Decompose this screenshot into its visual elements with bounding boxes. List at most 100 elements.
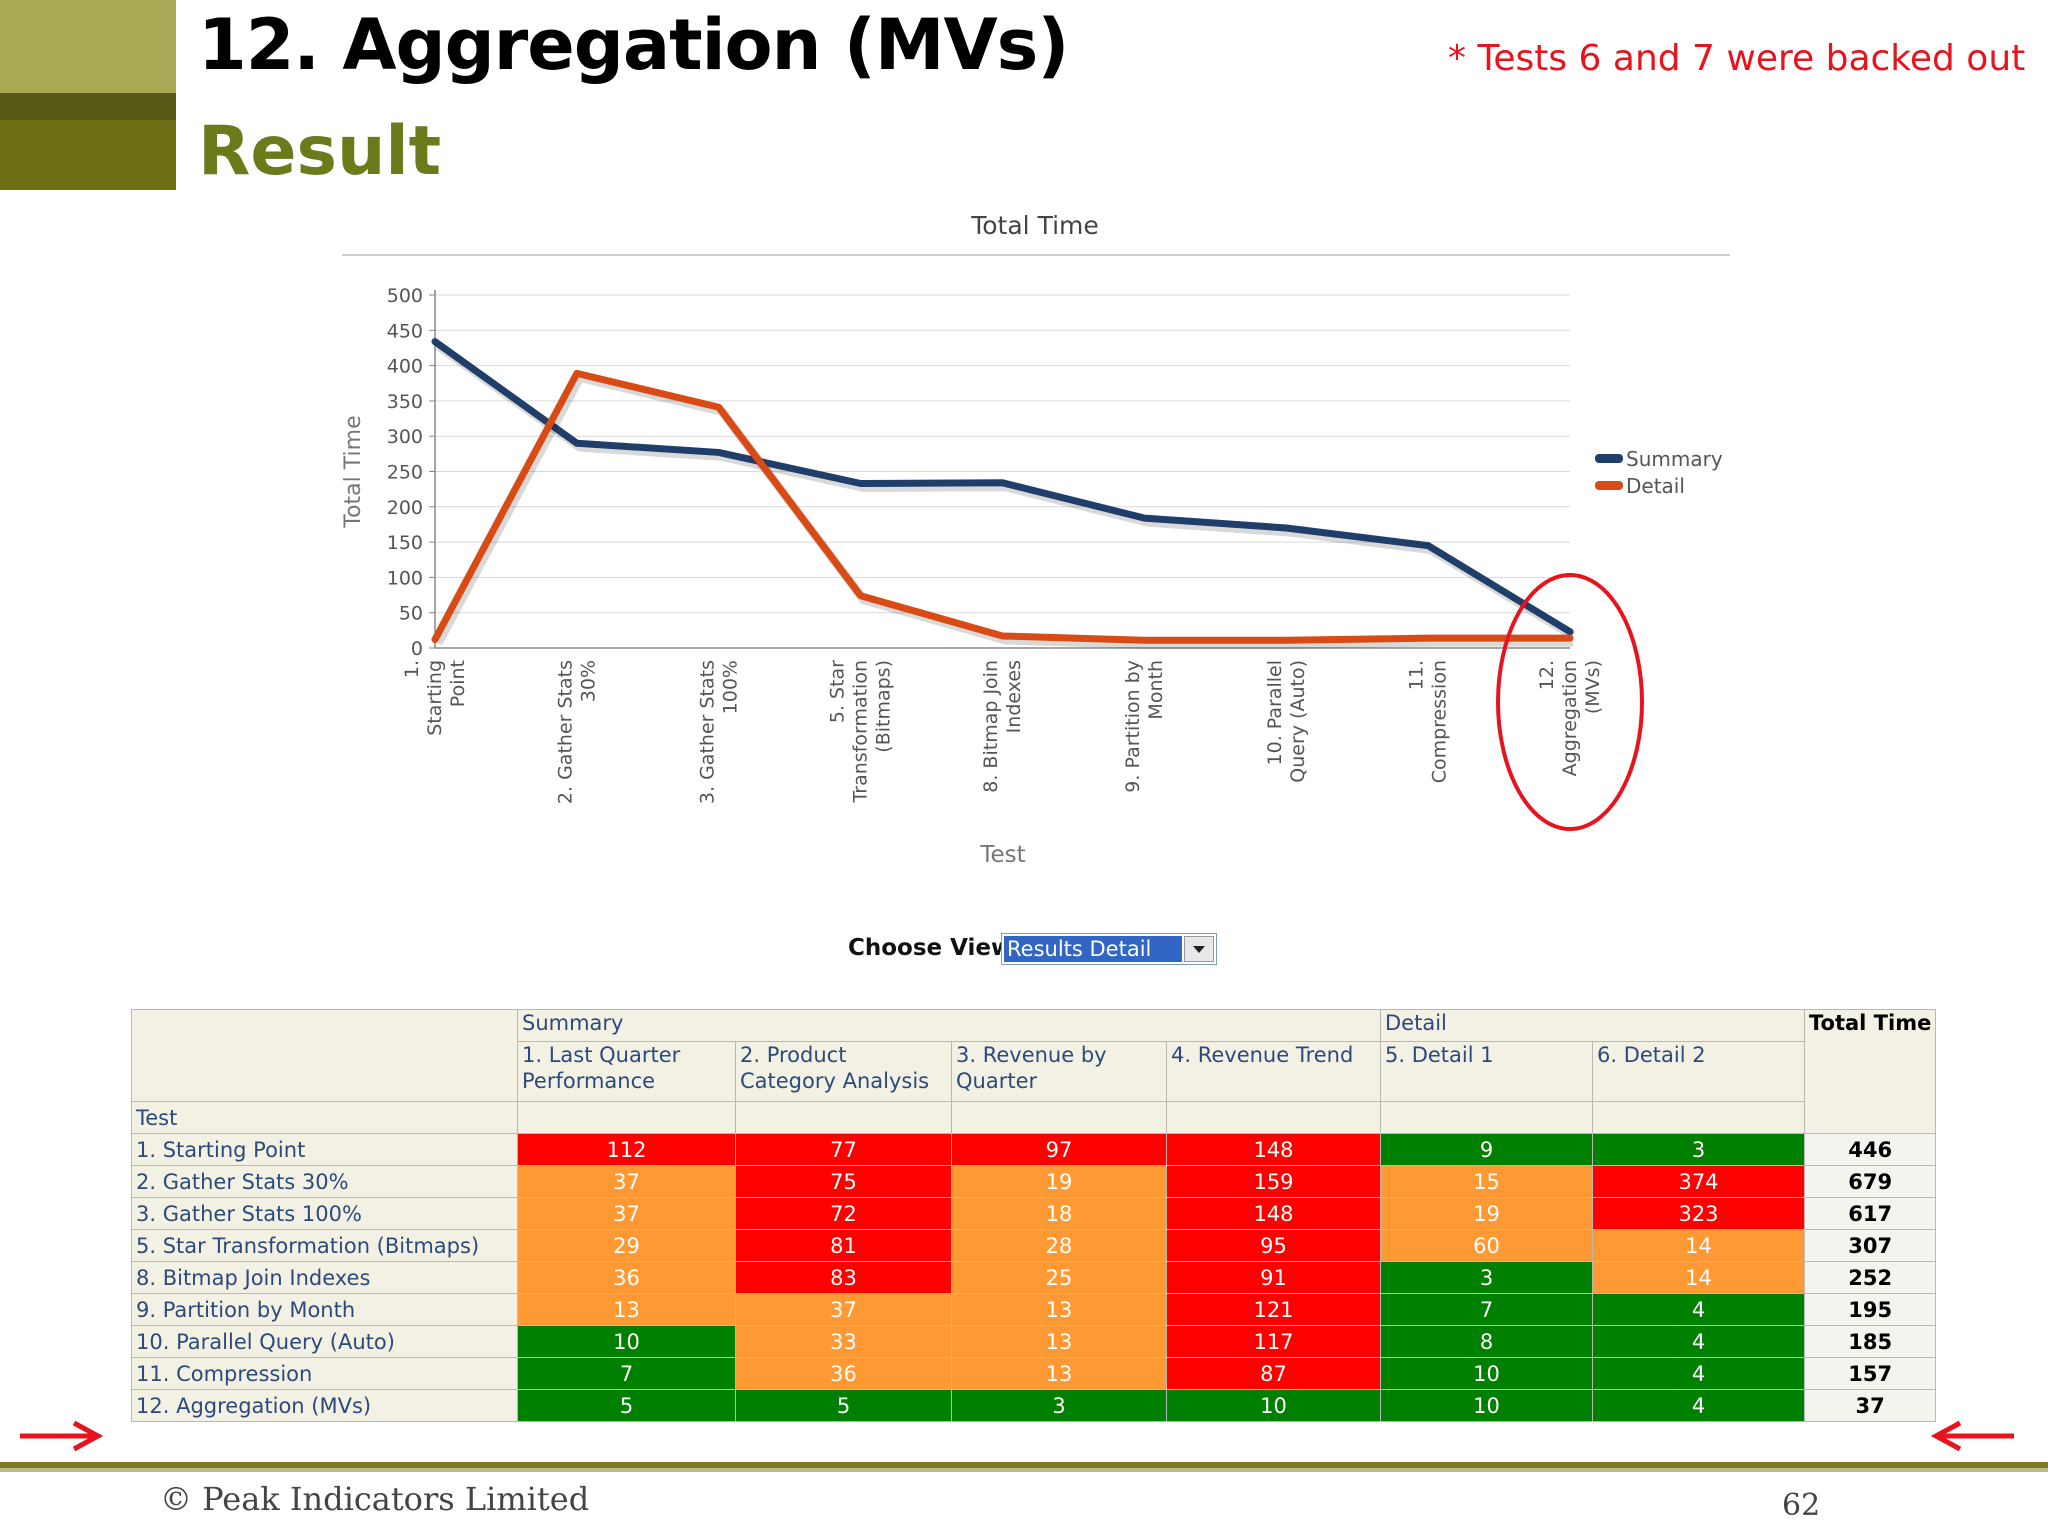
table-cell: 13 [951, 1325, 1167, 1358]
row-total: 679 [1803, 1165, 1937, 1198]
data-point [1284, 638, 1289, 643]
group-header-detail: Detail [1380, 1009, 1805, 1042]
table-cell: 13 [517, 1293, 736, 1326]
data-point [858, 481, 863, 486]
table-row: 5. Star Transformation (Bitmaps) 29 81 28 95… [131, 1229, 1937, 1262]
table-cell: 60 [1380, 1229, 1593, 1262]
row-total: 446 [1803, 1133, 1937, 1166]
x-tick-label-line: 10. Parallel [1264, 660, 1286, 765]
x-tick-label-line: (Bitmaps) [873, 660, 895, 753]
view-select-value[interactable]: Results Detail [1004, 936, 1182, 962]
blank-cell [735, 1101, 952, 1134]
table-cell: 14 [1592, 1261, 1805, 1294]
table-cell: 29 [517, 1229, 736, 1262]
slide-subtitle: Result [198, 112, 442, 191]
table-row: 8. Bitmap Join Indexes 36 83 25 91 3 14 252 [131, 1261, 1937, 1294]
blank-cell [951, 1101, 1167, 1134]
table-cell: 91 [1166, 1261, 1381, 1294]
table-cell: 13 [951, 1293, 1167, 1326]
chevron-down-icon[interactable] [1184, 936, 1214, 962]
x-tick-label-line: Transformation [850, 660, 872, 804]
table-row: 11. Compression 7 36 13 87 10 4 157 [131, 1357, 1937, 1390]
table-cell: 7 [517, 1357, 736, 1390]
legend-swatch [1595, 454, 1623, 463]
x-tick-label-line: Compression [1429, 660, 1451, 783]
table-row: 1. Starting Point 112 77 97 148 9 3 446 [131, 1133, 1937, 1166]
column-header: 2. Product Category Analysis [735, 1041, 952, 1102]
table-cell: 8 [1380, 1325, 1593, 1358]
table-cell: 4 [1592, 1389, 1805, 1422]
x-tick-label: 5. StarTransformation(Bitmaps) [827, 660, 895, 804]
y-tick-label: 200 [387, 497, 423, 519]
table-cell: 15 [1380, 1165, 1593, 1198]
column-header: 6. Detail 2 [1592, 1041, 1805, 1102]
table-cell: 10 [1380, 1389, 1593, 1422]
table-cell: 19 [951, 1165, 1167, 1198]
y-tick-label: 50 [399, 603, 423, 625]
table-corner [131, 1009, 518, 1102]
row-total: 195 [1803, 1293, 1937, 1326]
row-label: 9. Partition by Month [131, 1293, 518, 1326]
table-cell: 121 [1166, 1293, 1381, 1326]
table-row: 12. Aggregation (MVs) 5 5 3 10 10 4 37 [131, 1389, 1937, 1422]
data-point [574, 441, 579, 446]
total-time-chart: Total Time 0 50 100 150 200 250 300 350 400 450 500… [341, 211, 1730, 868]
table-row: 10. Parallel Query (Auto) 10 33 13 117 8 4 185 [131, 1325, 1937, 1358]
y-tick-label: 400 [387, 356, 423, 378]
table-row: 3. Gather Stats 100% 37 72 18 148 19 323 617 [131, 1197, 1937, 1230]
test-header: Test [131, 1101, 518, 1134]
data-point [858, 593, 863, 598]
page-number: 62 [1782, 1488, 1821, 1523]
table-row: 2. Gather Stats 30% 37 75 19 159 15 374 679 [131, 1165, 1937, 1198]
table-cell: 28 [951, 1229, 1167, 1262]
data-point [1568, 629, 1572, 634]
results-table: Summary Detail Total Time 1. Last Quarte… [131, 1009, 1937, 1422]
x-tick-label-line: 12. [1536, 660, 1558, 690]
table-cell: 95 [1166, 1229, 1381, 1262]
x-tick-label: 11.Compression [1406, 660, 1451, 783]
table-cell: 9 [1380, 1133, 1593, 1166]
y-tick-label: 100 [387, 567, 423, 589]
y-tick-label: 500 [387, 285, 423, 307]
table-cell: 83 [735, 1261, 952, 1294]
data-point [716, 405, 721, 410]
row-label: 11. Compression [131, 1357, 518, 1390]
column-header: 5. Detail 1 [1380, 1041, 1593, 1102]
choose-view-label: Choose View [848, 935, 1013, 961]
x-tick-label: 2. Gather Stats30% [554, 660, 599, 804]
table-cell: 3 [1592, 1133, 1805, 1166]
table-cell: 72 [735, 1197, 952, 1230]
x-tick-label: 10. ParallelQuery (Auto) [1264, 660, 1309, 783]
row-label: 3. Gather Stats 100% [131, 1197, 518, 1230]
y-tick-label: 450 [387, 320, 423, 342]
table-cell: 75 [735, 1165, 952, 1198]
arrow-left-icon [1930, 1420, 2014, 1452]
table-cell: 159 [1166, 1165, 1381, 1198]
x-tick-label-line: Starting [424, 660, 446, 736]
data-point [1568, 636, 1572, 641]
data-point [1142, 638, 1147, 643]
footer-copyright: © Peak Indicators Limited [160, 1480, 590, 1518]
table-cell: 25 [951, 1261, 1167, 1294]
table-cell: 19 [1380, 1197, 1593, 1230]
table-cell: 10 [1166, 1389, 1381, 1422]
corner-accent-top [0, 0, 176, 93]
table-row: 9. Partition by Month 13 37 13 121 7 4 195 [131, 1293, 1937, 1326]
table-cell: 18 [951, 1197, 1167, 1230]
row-total: 252 [1803, 1261, 1937, 1294]
series-shadow [434, 372, 1573, 649]
x-tick-label: 3. Gather Stats100% [696, 660, 741, 804]
row-total: 307 [1803, 1229, 1937, 1262]
corner-accent-band [0, 93, 176, 120]
table-cell: 14 [1592, 1229, 1805, 1262]
table-cell: 97 [951, 1133, 1167, 1166]
view-select[interactable]: Results Detail [1001, 933, 1217, 965]
row-label: 10. Parallel Query (Auto) [131, 1325, 518, 1358]
table-cell: 323 [1592, 1197, 1805, 1230]
x-tick-label: 9. Partition byMonth [1122, 660, 1167, 793]
table-cell: 36 [735, 1357, 952, 1390]
data-point [1426, 543, 1431, 548]
row-label: 8. Bitmap Join Indexes [131, 1261, 518, 1294]
row-label: 1. Starting Point [131, 1133, 518, 1166]
blank-cell [1380, 1101, 1593, 1134]
